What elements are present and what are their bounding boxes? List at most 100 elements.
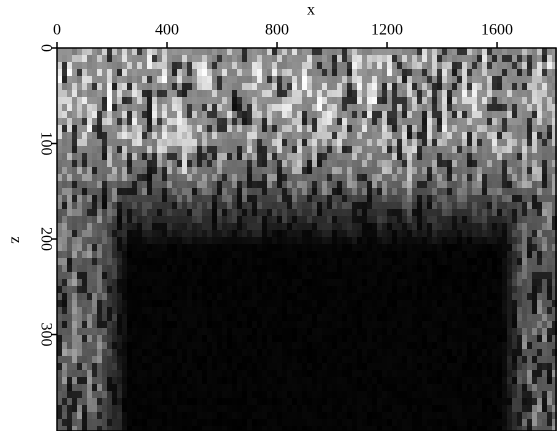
image-cell [497,83,502,90]
image-cell [532,251,537,258]
image-cell [77,307,82,314]
image-cell [432,356,437,363]
image-cell [322,174,327,181]
image-cell [467,111,472,118]
image-cell [217,300,222,307]
image-cell [117,195,122,202]
image-cell [207,370,212,377]
image-cell [442,356,447,363]
image-cell [267,286,272,293]
image-cell [542,265,547,272]
image-cell [197,202,202,209]
image-cell [162,314,167,321]
image-cell [522,244,527,251]
image-cell [487,230,492,237]
image-cell [457,146,462,153]
image-cell [97,307,102,314]
image-cell [522,153,527,160]
image-cell [532,188,537,195]
image-cell [282,90,287,97]
image-cell [267,104,272,111]
image-cell [257,153,262,160]
image-cell [137,90,142,97]
image-cell [522,377,527,384]
image-cell [97,209,102,216]
image-cell [92,321,97,328]
image-cell [252,139,257,146]
image-cell [517,342,522,349]
image-cell [282,286,287,293]
image-cell [292,356,297,363]
image-cell [87,363,92,370]
image-cell [412,62,417,69]
image-cell [417,125,422,132]
image-cell [152,230,157,237]
image-cell [342,363,347,370]
image-cell [292,174,297,181]
image-cell [152,384,157,391]
image-cell [72,202,77,209]
image-cell [512,216,517,223]
image-cell [382,258,387,265]
image-cell [367,363,372,370]
image-cell [432,202,437,209]
image-cell [92,153,97,160]
image-cell [347,97,352,104]
image-cell [452,342,457,349]
image-cell [332,125,337,132]
image-cell [502,55,507,62]
image-cell [282,188,287,195]
image-cell [282,139,287,146]
image-cell [277,167,282,174]
image-cell [522,237,527,244]
image-cell [517,335,522,342]
image-cell [297,377,302,384]
image-cell [87,195,92,202]
image-cell [242,90,247,97]
image-cell [447,300,452,307]
image-cell [307,377,312,384]
image-cell [372,202,377,209]
image-cell [352,384,357,391]
image-cell [507,146,512,153]
image-cell [477,181,482,188]
image-cell [537,244,542,251]
image-cell [487,342,492,349]
image-cell [467,97,472,104]
image-cell [527,216,532,223]
image-cell [407,349,412,356]
image-cell [542,363,547,370]
image-cell [512,139,517,146]
image-cell [422,69,427,76]
image-cell [212,244,217,251]
image-cell [112,202,117,209]
image-cell [512,153,517,160]
image-cell [297,48,302,55]
image-cell [102,174,107,181]
image-cell [517,160,522,167]
image-cell [342,202,347,209]
image-cell [287,251,292,258]
image-cell [337,377,342,384]
image-cell [352,160,357,167]
image-cell [412,251,417,258]
image-cell [252,356,257,363]
image-cell [332,97,337,104]
image-cell [267,279,272,286]
image-cell [497,265,502,272]
image-cell [357,132,362,139]
image-cell [522,307,527,314]
image-cell [152,258,157,265]
image-cell [112,377,117,384]
image-cell [432,258,437,265]
image-cell [167,146,172,153]
image-cell [417,286,422,293]
image-cell [302,391,307,398]
image-cell [522,160,527,167]
image-cell [507,230,512,237]
image-cell [472,293,477,300]
image-cell [412,160,417,167]
image-cell [542,90,547,97]
image-cell [227,286,232,293]
image-cell [332,384,337,391]
